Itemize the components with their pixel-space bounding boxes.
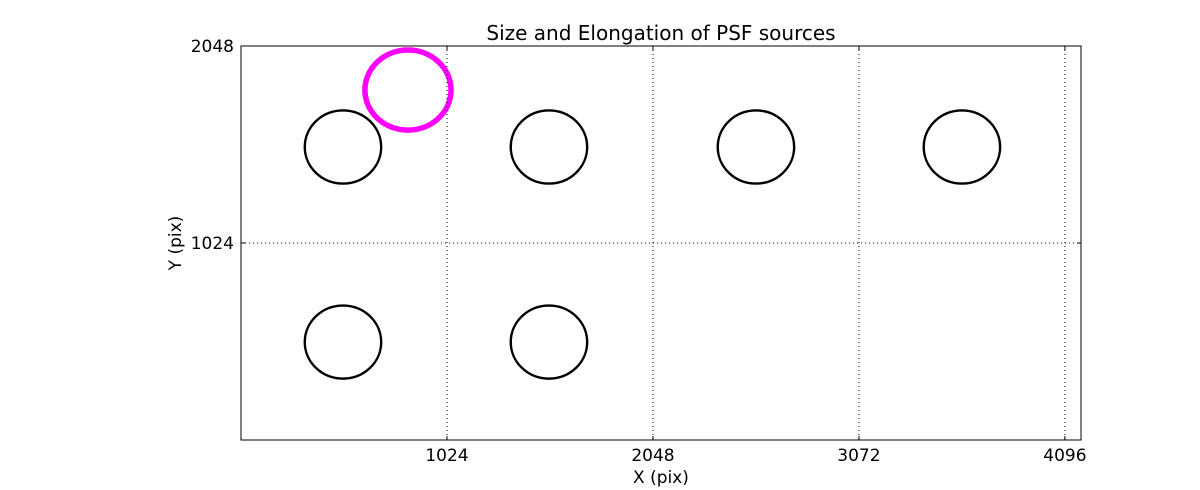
psf-source-ellipse: [509, 304, 589, 380]
psf-source-outlier-ellipse: [362, 47, 454, 133]
x-tick-label: 1024: [425, 446, 468, 466]
x-tick-label: 2048: [631, 446, 674, 466]
ticks-layer: [241, 45, 1081, 440]
tick-labels-layer: 1024 2048 3072 4096 1024 2048: [191, 37, 1087, 466]
y-tick-label: 1024: [191, 234, 234, 254]
psf-source-ellipse: [509, 109, 589, 185]
psf-source-ellipse: [716, 109, 796, 185]
psf-source-ellipse: [303, 304, 383, 380]
plot-title: Size and Elongation of PSF sources: [486, 21, 835, 45]
psf-source-ellipse: [922, 109, 1002, 185]
psf-source-ellipse: [303, 109, 383, 185]
psf-sources-layer: [303, 47, 1002, 380]
y-tick-label: 2048: [191, 37, 234, 57]
x-axis-label: X (pix): [633, 468, 689, 488]
x-tick-label: 3072: [837, 446, 880, 466]
gridlines-layer: [241, 46, 1081, 440]
x-tick-label: 4096: [1043, 446, 1086, 466]
y-axis-label: Y (pix): [166, 216, 186, 272]
